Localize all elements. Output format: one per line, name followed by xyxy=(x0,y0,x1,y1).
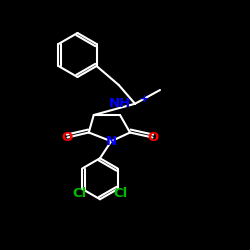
Text: Cl: Cl xyxy=(72,187,86,200)
Text: +: + xyxy=(140,94,149,104)
Text: Cl: Cl xyxy=(114,187,128,200)
Text: N: N xyxy=(106,135,117,148)
Text: NH: NH xyxy=(109,97,131,110)
Text: O: O xyxy=(147,131,158,144)
Text: O: O xyxy=(62,131,73,144)
